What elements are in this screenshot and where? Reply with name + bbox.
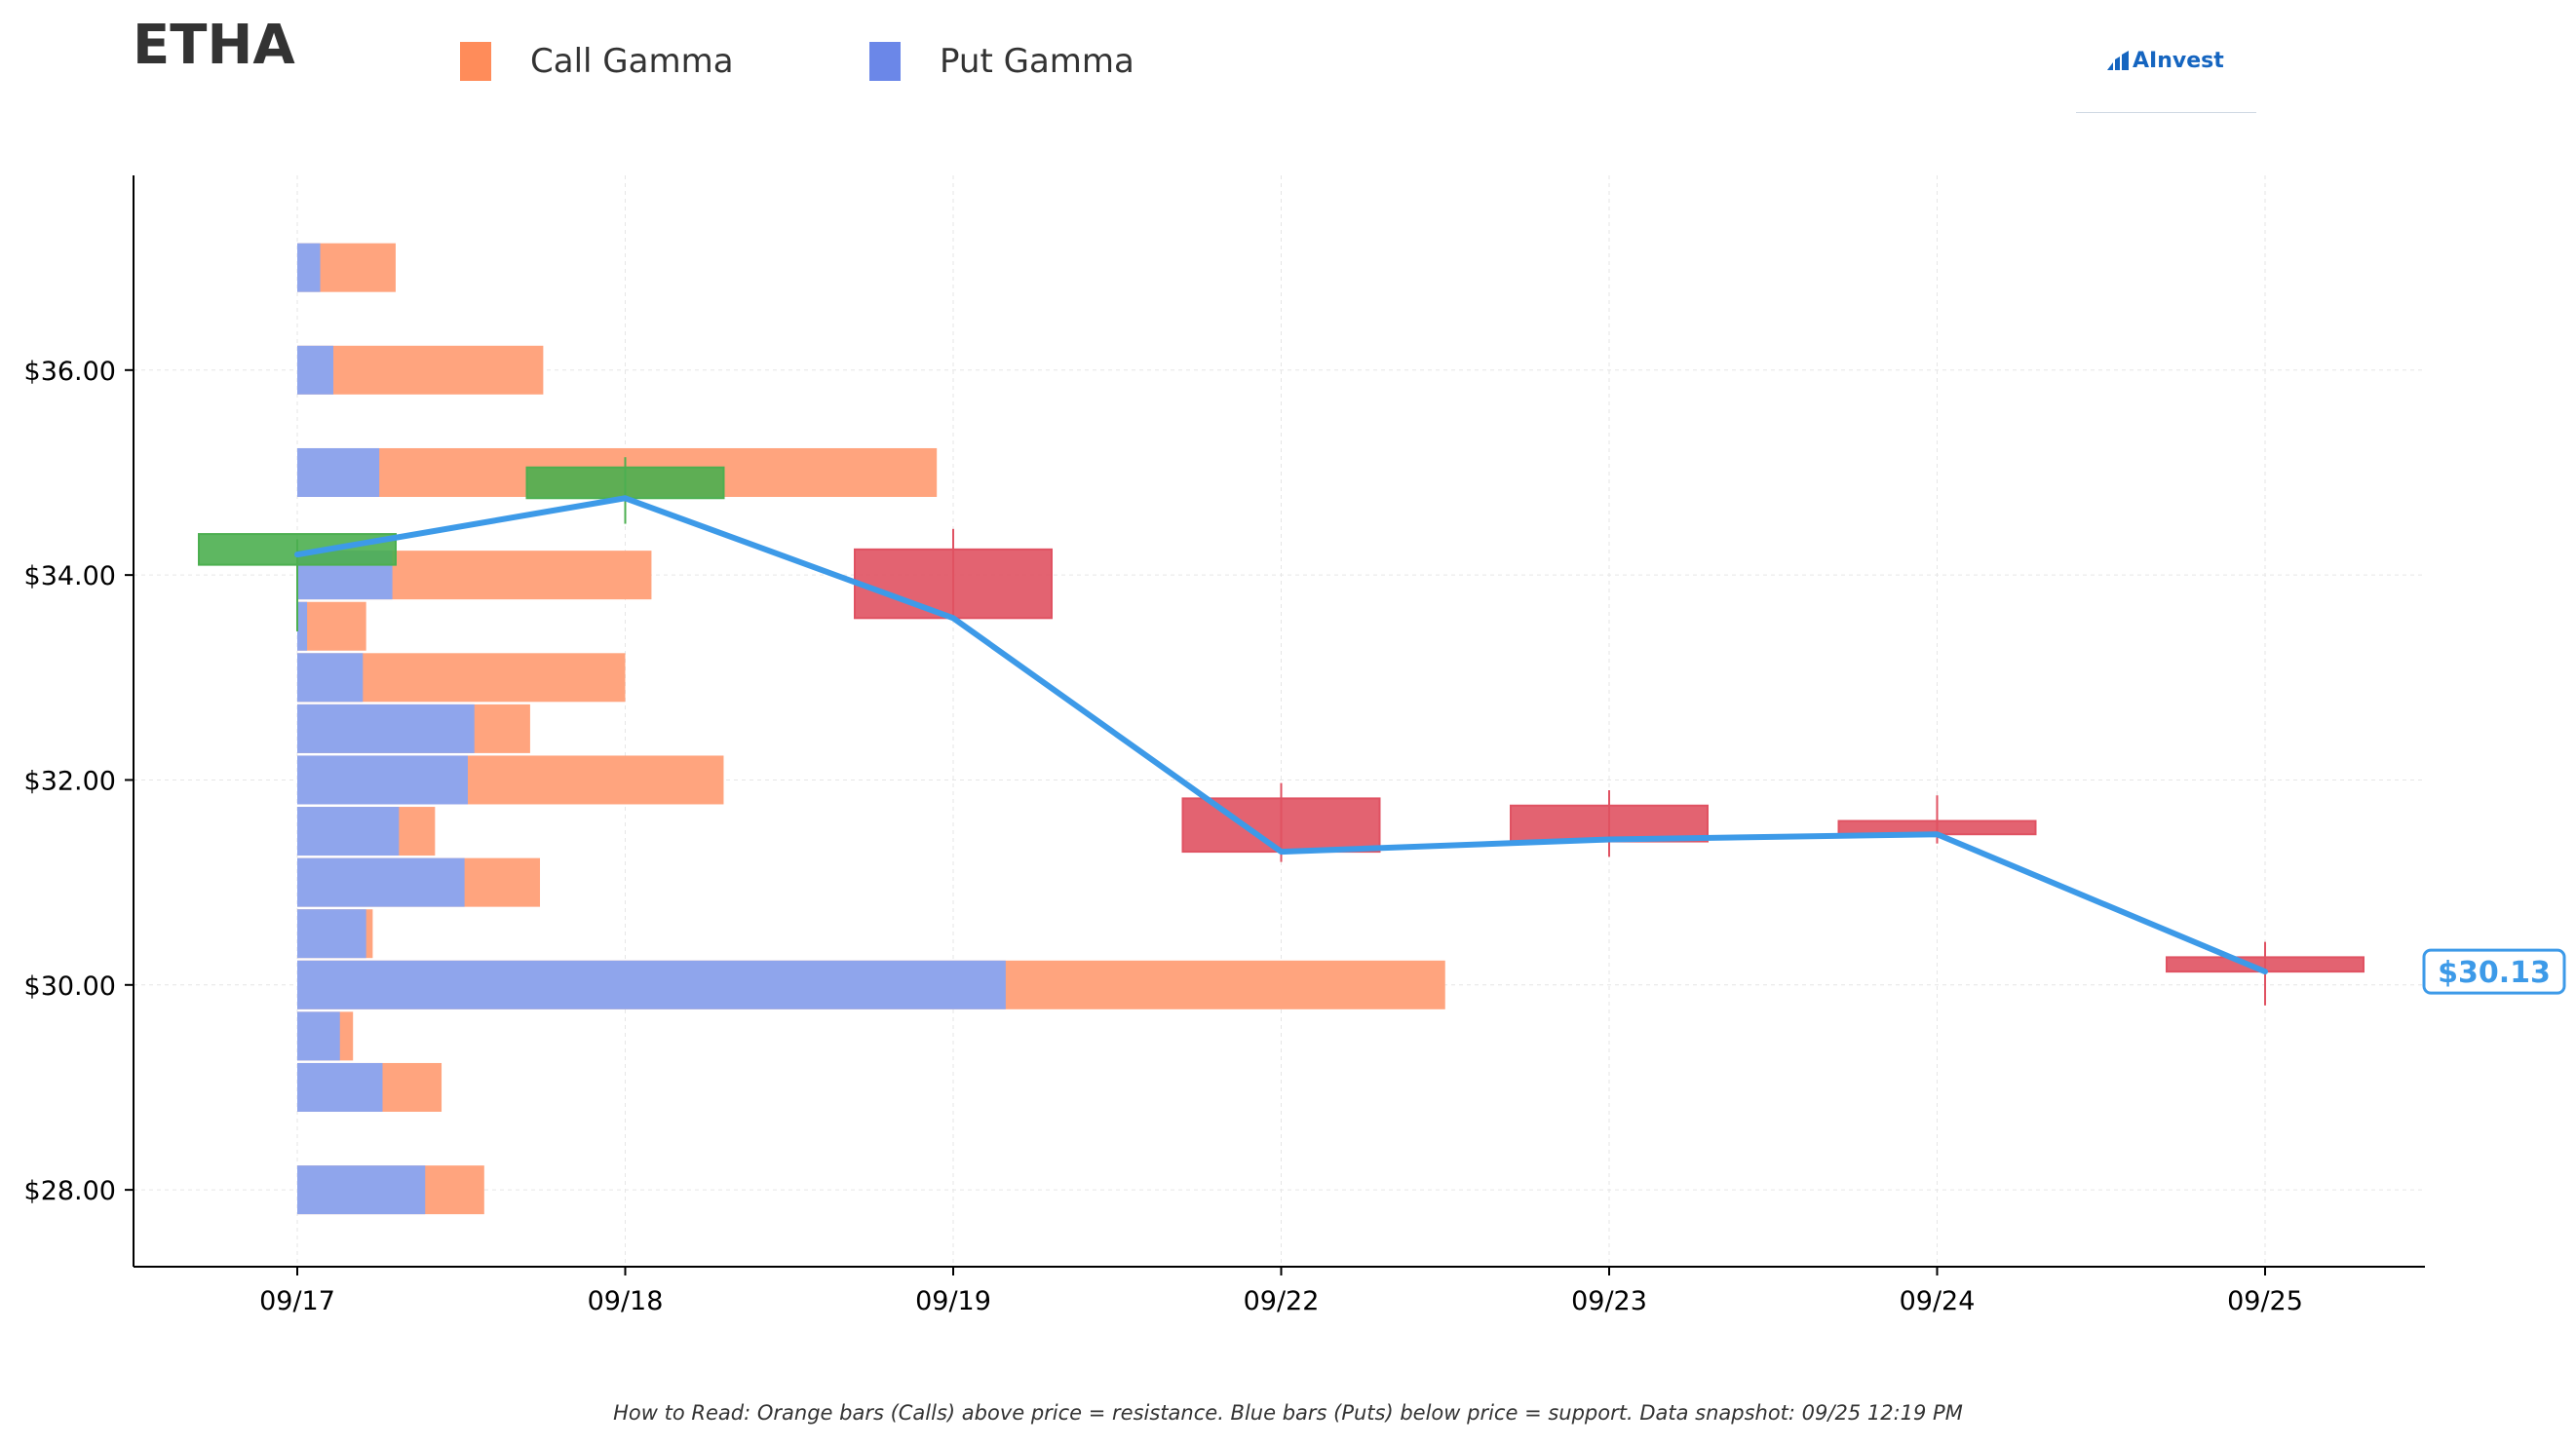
candle-body-2 <box>854 548 1053 620</box>
put-gamma-bar-5 <box>297 653 364 703</box>
y-tick-label-2: $32.00 <box>24 766 116 796</box>
legend-call-gamma: Call Gamma <box>460 37 734 86</box>
price-line <box>294 495 2268 975</box>
put-gamma-bar-8 <box>297 807 400 856</box>
put-gamma-bar-0 <box>297 243 321 292</box>
footer-note: How to Read: Orange bars (Calls) above p… <box>613 1401 1963 1425</box>
ainvest-logo[interactable]: AInvest <box>2105 49 2224 73</box>
put-gamma-bar-13 <box>297 1062 383 1112</box>
current-price-box <box>2422 948 2566 995</box>
candle-body-1 <box>525 466 725 500</box>
put-gamma-bar-4 <box>297 601 308 651</box>
y-tick-label-0: $28.00 <box>24 1176 116 1206</box>
current-price-label: $30.13 <box>2438 956 2551 990</box>
call-gamma-bar-4 <box>297 601 366 651</box>
x-tick-label-5: 09/24 <box>1900 1286 1976 1316</box>
put-gamma-swatch <box>869 42 901 81</box>
y-tick-label-3: $34.00 <box>24 561 116 591</box>
y-tick-label-1: $30.00 <box>24 971 116 1002</box>
put-gamma-bar-9 <box>297 857 465 907</box>
put-gamma-bar-1 <box>297 345 334 395</box>
put-gamma-bar-11 <box>297 960 1006 1009</box>
x-tick-label-0: 09/17 <box>259 1286 335 1316</box>
x-tick-label-1: 09/18 <box>588 1286 664 1316</box>
put-gamma-bar-7 <box>297 755 468 805</box>
legend-call-gamma-label: Call Gamma <box>530 42 734 81</box>
x-tick-label-2: 09/19 <box>915 1286 991 1316</box>
logo-divider <box>2076 112 2256 113</box>
call-gamma-swatch <box>460 42 491 81</box>
put-gamma-bar-2 <box>297 447 380 497</box>
x-tick-label-3: 09/22 <box>1244 1286 1320 1316</box>
logo-text: AInvest <box>2133 49 2224 73</box>
legend-put-gamma-label: Put Gamma <box>940 42 1134 81</box>
legend-put-gamma: Put Gamma <box>869 37 1134 86</box>
y-tick-label-4: $36.00 <box>24 357 116 387</box>
x-tick-label-6: 09/25 <box>2227 1286 2303 1316</box>
call-gamma-bar-1 <box>297 345 544 395</box>
put-gamma-bar-10 <box>297 909 366 959</box>
candle-body-0 <box>198 533 397 566</box>
ticker-title: ETHA <box>133 14 295 77</box>
put-gamma-bar-12 <box>297 1011 340 1061</box>
put-gamma-bar-6 <box>297 704 475 753</box>
x-tick-label-4: 09/23 <box>1571 1286 1647 1316</box>
logo-chart-icon <box>2107 50 2129 70</box>
put-gamma-bar-14 <box>297 1165 426 1215</box>
candle-body-3 <box>1181 797 1381 854</box>
